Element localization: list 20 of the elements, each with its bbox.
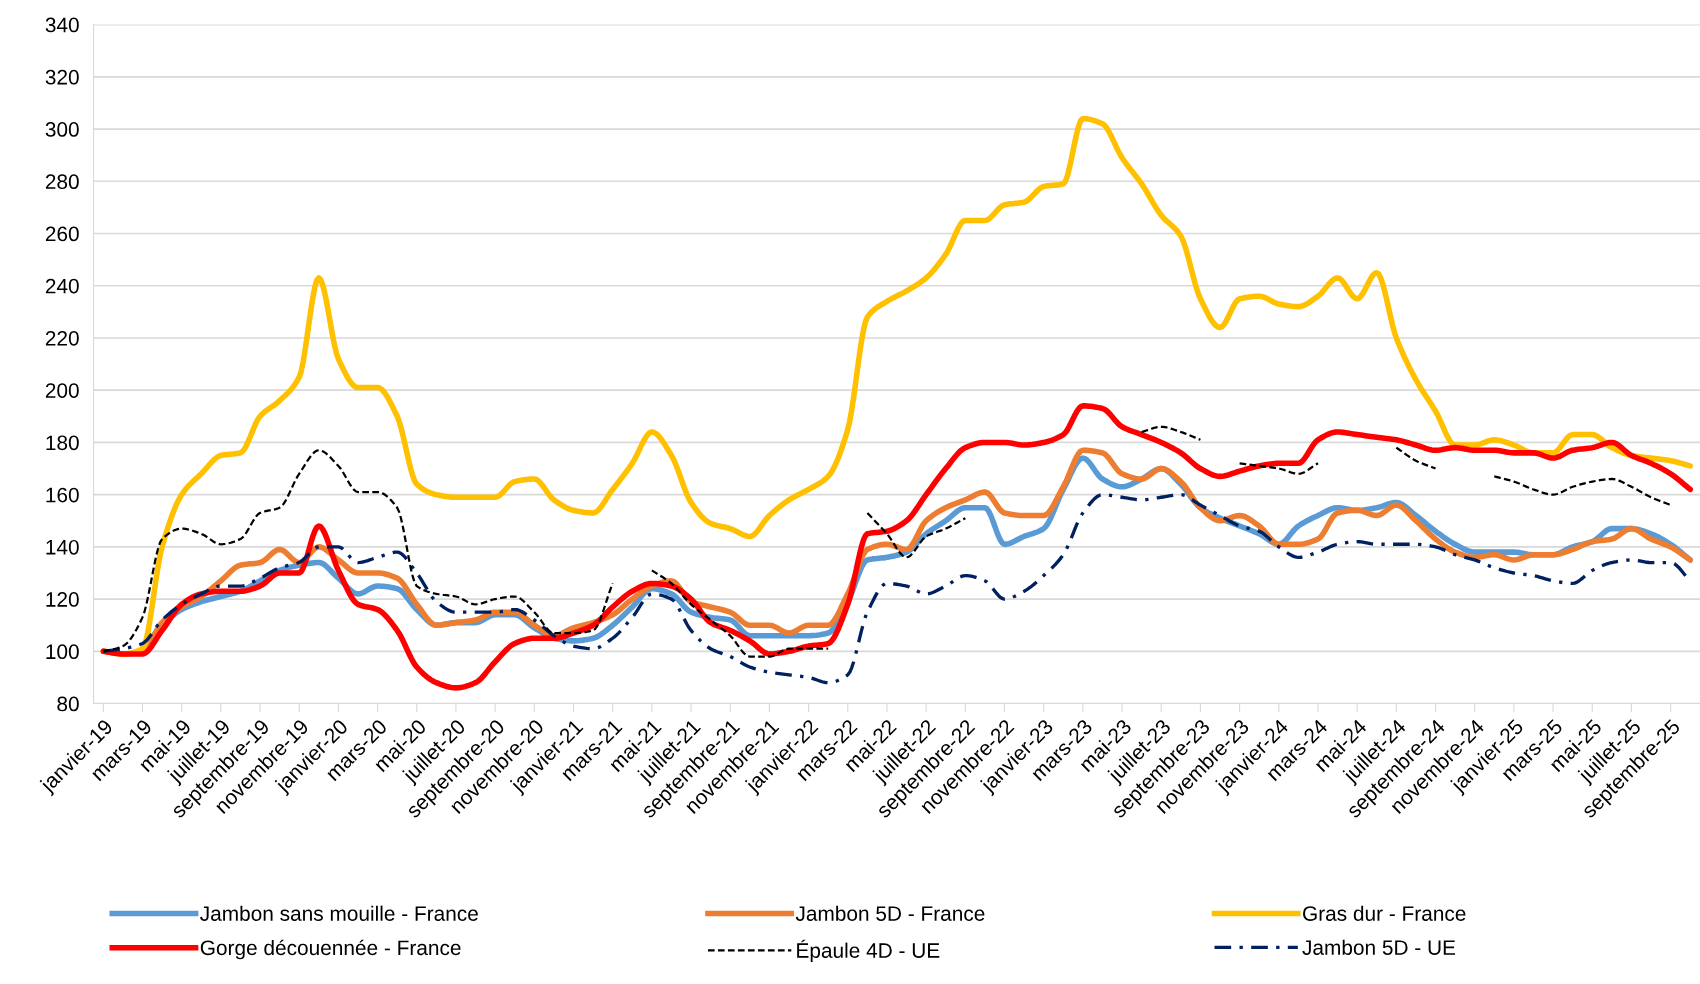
legend-label: Gras dur - France bbox=[1303, 905, 1466, 921]
y-tick-label: 300 bbox=[45, 122, 79, 137]
legend-label: Épaule 4D - UE bbox=[797, 939, 940, 963]
y-tick-label: 240 bbox=[45, 278, 79, 294]
y-tick-label: 200 bbox=[45, 383, 79, 398]
legend-label: Jambon 5D - France bbox=[795, 905, 985, 921]
y-tick-label: 100 bbox=[46, 644, 79, 660]
y-tick-label: 120 bbox=[46, 592, 79, 607]
y-tick-label: 260 bbox=[45, 226, 79, 242]
y-tick-label: 280 bbox=[45, 174, 79, 190]
y-tick-label: 220 bbox=[45, 330, 79, 346]
legend-label: Jambon sans mouille - France bbox=[200, 905, 478, 921]
legend-label: Gorge découennée - France bbox=[200, 939, 461, 960]
y-tick-label: 320 bbox=[45, 69, 79, 85]
y-tick-label: 180 bbox=[46, 435, 79, 451]
y-tick-label: 340 bbox=[45, 17, 79, 33]
y-tick-label: 140 bbox=[46, 539, 79, 555]
y-tick-label: 80 bbox=[57, 696, 79, 712]
legend-label: Jambon 5D - UE bbox=[1302, 939, 1456, 955]
y-tick-label: 160 bbox=[46, 487, 79, 503]
